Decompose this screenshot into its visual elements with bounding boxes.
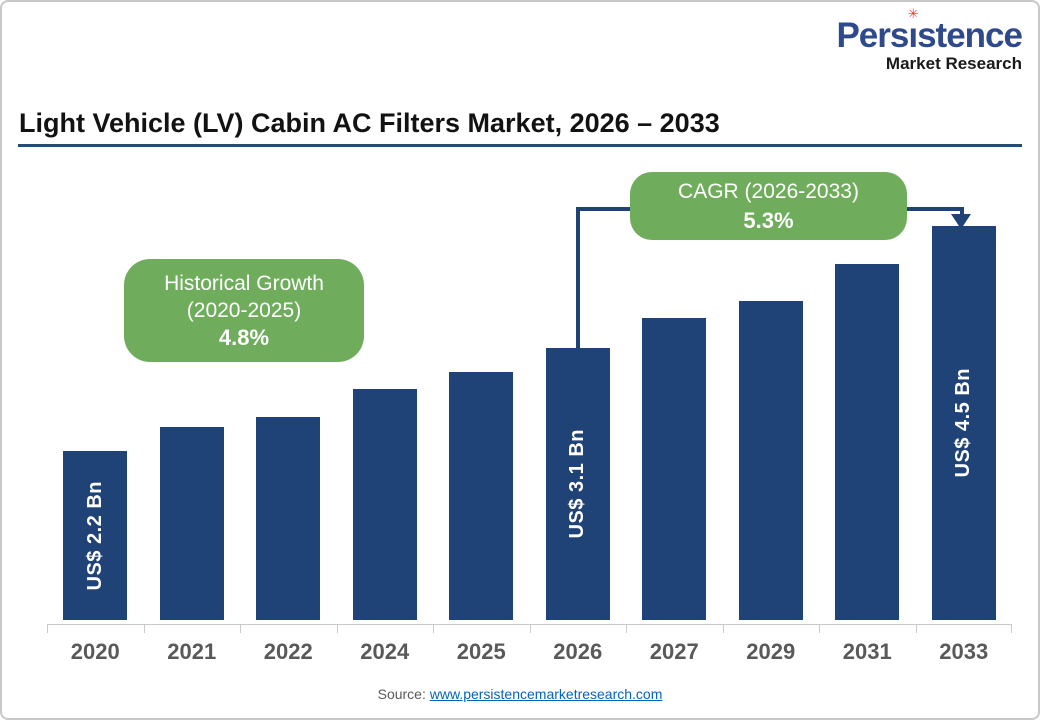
bar-slot-2029 bbox=[723, 158, 820, 620]
axis-label-2029: 2029 bbox=[746, 639, 796, 664]
callout-historical-line2: (2020-2025) bbox=[186, 299, 302, 322]
page-title: Light Vehicle (LV) Cabin AC Filters Mark… bbox=[19, 108, 720, 138]
bar-value-label-2026: US$ 3.1 Bn bbox=[566, 429, 589, 539]
axis-label-2027: 2027 bbox=[649, 639, 699, 664]
source-link[interactable]: www.persistencemarketresearch.com bbox=[429, 686, 663, 702]
brand-dotless-i: ı bbox=[908, 16, 918, 55]
bar-2025 bbox=[449, 372, 514, 620]
axis-label-2021: 2021 bbox=[167, 639, 217, 664]
callout-historical-line1: Historical Growth bbox=[164, 272, 324, 295]
axis-label-2031: 2031 bbox=[842, 639, 892, 664]
axis-tick bbox=[529, 624, 531, 633]
bar-2022 bbox=[256, 417, 321, 620]
brand-logo: Persı ✳ stence Market Research bbox=[836, 7, 1023, 73]
bar-2033: US$ 4.5 Bn bbox=[931, 226, 996, 620]
callout-cagr-line1: CAGR (2026-2033) bbox=[678, 180, 859, 203]
bar-2027 bbox=[642, 318, 707, 620]
callout-historical-growth: Historical Growth (2020-2025) 4.8% bbox=[124, 259, 364, 362]
brand-name-i: ı ✳ bbox=[908, 7, 919, 55]
axis-label-2033: 2033 bbox=[939, 639, 989, 664]
bar-slot-2024 bbox=[337, 158, 434, 620]
bar-slot-2022 bbox=[240, 158, 337, 620]
source-label: Source: bbox=[377, 686, 430, 702]
axis-tick bbox=[915, 624, 917, 633]
connector-line-vertical-right bbox=[960, 207, 964, 216]
brand-name-part: Pers bbox=[836, 16, 909, 55]
callout-historical-value: 4.8% bbox=[218, 325, 270, 350]
axis-tick bbox=[143, 624, 145, 633]
axis-tick bbox=[47, 624, 48, 633]
axis-tick bbox=[240, 624, 241, 633]
title-underline bbox=[18, 144, 1022, 147]
brand-name-part: stence bbox=[917, 16, 1023, 55]
brand-tagline: Market Research bbox=[885, 54, 1022, 73]
callout-cagr: CAGR (2026-2033) 5.3% bbox=[630, 172, 907, 240]
bar-slot-2031 bbox=[819, 158, 916, 620]
axis-tick bbox=[433, 624, 434, 633]
logo-star-dot-icon: ✳ bbox=[907, 6, 919, 21]
axis-tick bbox=[722, 624, 724, 633]
bar-slot-2020: US$ 2.2 Bn bbox=[47, 158, 144, 620]
axis-tick bbox=[1011, 624, 1012, 633]
axis-label-2025: 2025 bbox=[456, 639, 506, 664]
brand-name: Persı ✳ stence bbox=[836, 7, 1023, 55]
axis-label-2026: 2026 bbox=[553, 639, 603, 664]
axis-ticks bbox=[47, 624, 1012, 633]
bar-slot-2033: US$ 4.5 Bn bbox=[916, 158, 1013, 620]
bar-2029 bbox=[738, 301, 803, 620]
bar-slot-2021 bbox=[144, 158, 241, 620]
source-line: Source: www.persistencemarketresearch.co… bbox=[2, 686, 1038, 702]
axis-label-2024: 2024 bbox=[360, 639, 410, 664]
bar-value-label-2033: US$ 4.5 Bn bbox=[952, 368, 975, 478]
bar-value-label-2020: US$ 2.2 Bn bbox=[83, 480, 106, 591]
axis-tick bbox=[819, 624, 820, 633]
bar-2021 bbox=[159, 427, 224, 620]
bar-2020: US$ 2.2 Bn bbox=[63, 451, 128, 620]
bar-slot-2027 bbox=[626, 158, 723, 620]
bar-2026: US$ 3.1 Bn bbox=[545, 348, 610, 620]
arrow-down-icon bbox=[951, 214, 971, 229]
bar-2024 bbox=[352, 389, 417, 620]
axis-label-2020: 2020 bbox=[70, 639, 120, 664]
axis-labels: 2020 2021 2022 2024 2025 2026 2027 2029 2031 2033 bbox=[47, 639, 1012, 665]
bar-slot-2026: US$ 3.1 Bn bbox=[530, 158, 627, 620]
bar-2031 bbox=[835, 264, 900, 620]
connector-line-vertical-left bbox=[576, 207, 580, 354]
axis-tick bbox=[336, 624, 338, 633]
axis-tick bbox=[626, 624, 627, 633]
axis-label-2022: 2022 bbox=[263, 639, 313, 664]
bar-slot-2025 bbox=[433, 158, 530, 620]
plot-area: US$ 2.2 Bn US$ 3.1 Bn US$ 4.5 Bn bbox=[47, 158, 1012, 620]
callout-cagr-value: 5.3% bbox=[743, 208, 794, 233]
